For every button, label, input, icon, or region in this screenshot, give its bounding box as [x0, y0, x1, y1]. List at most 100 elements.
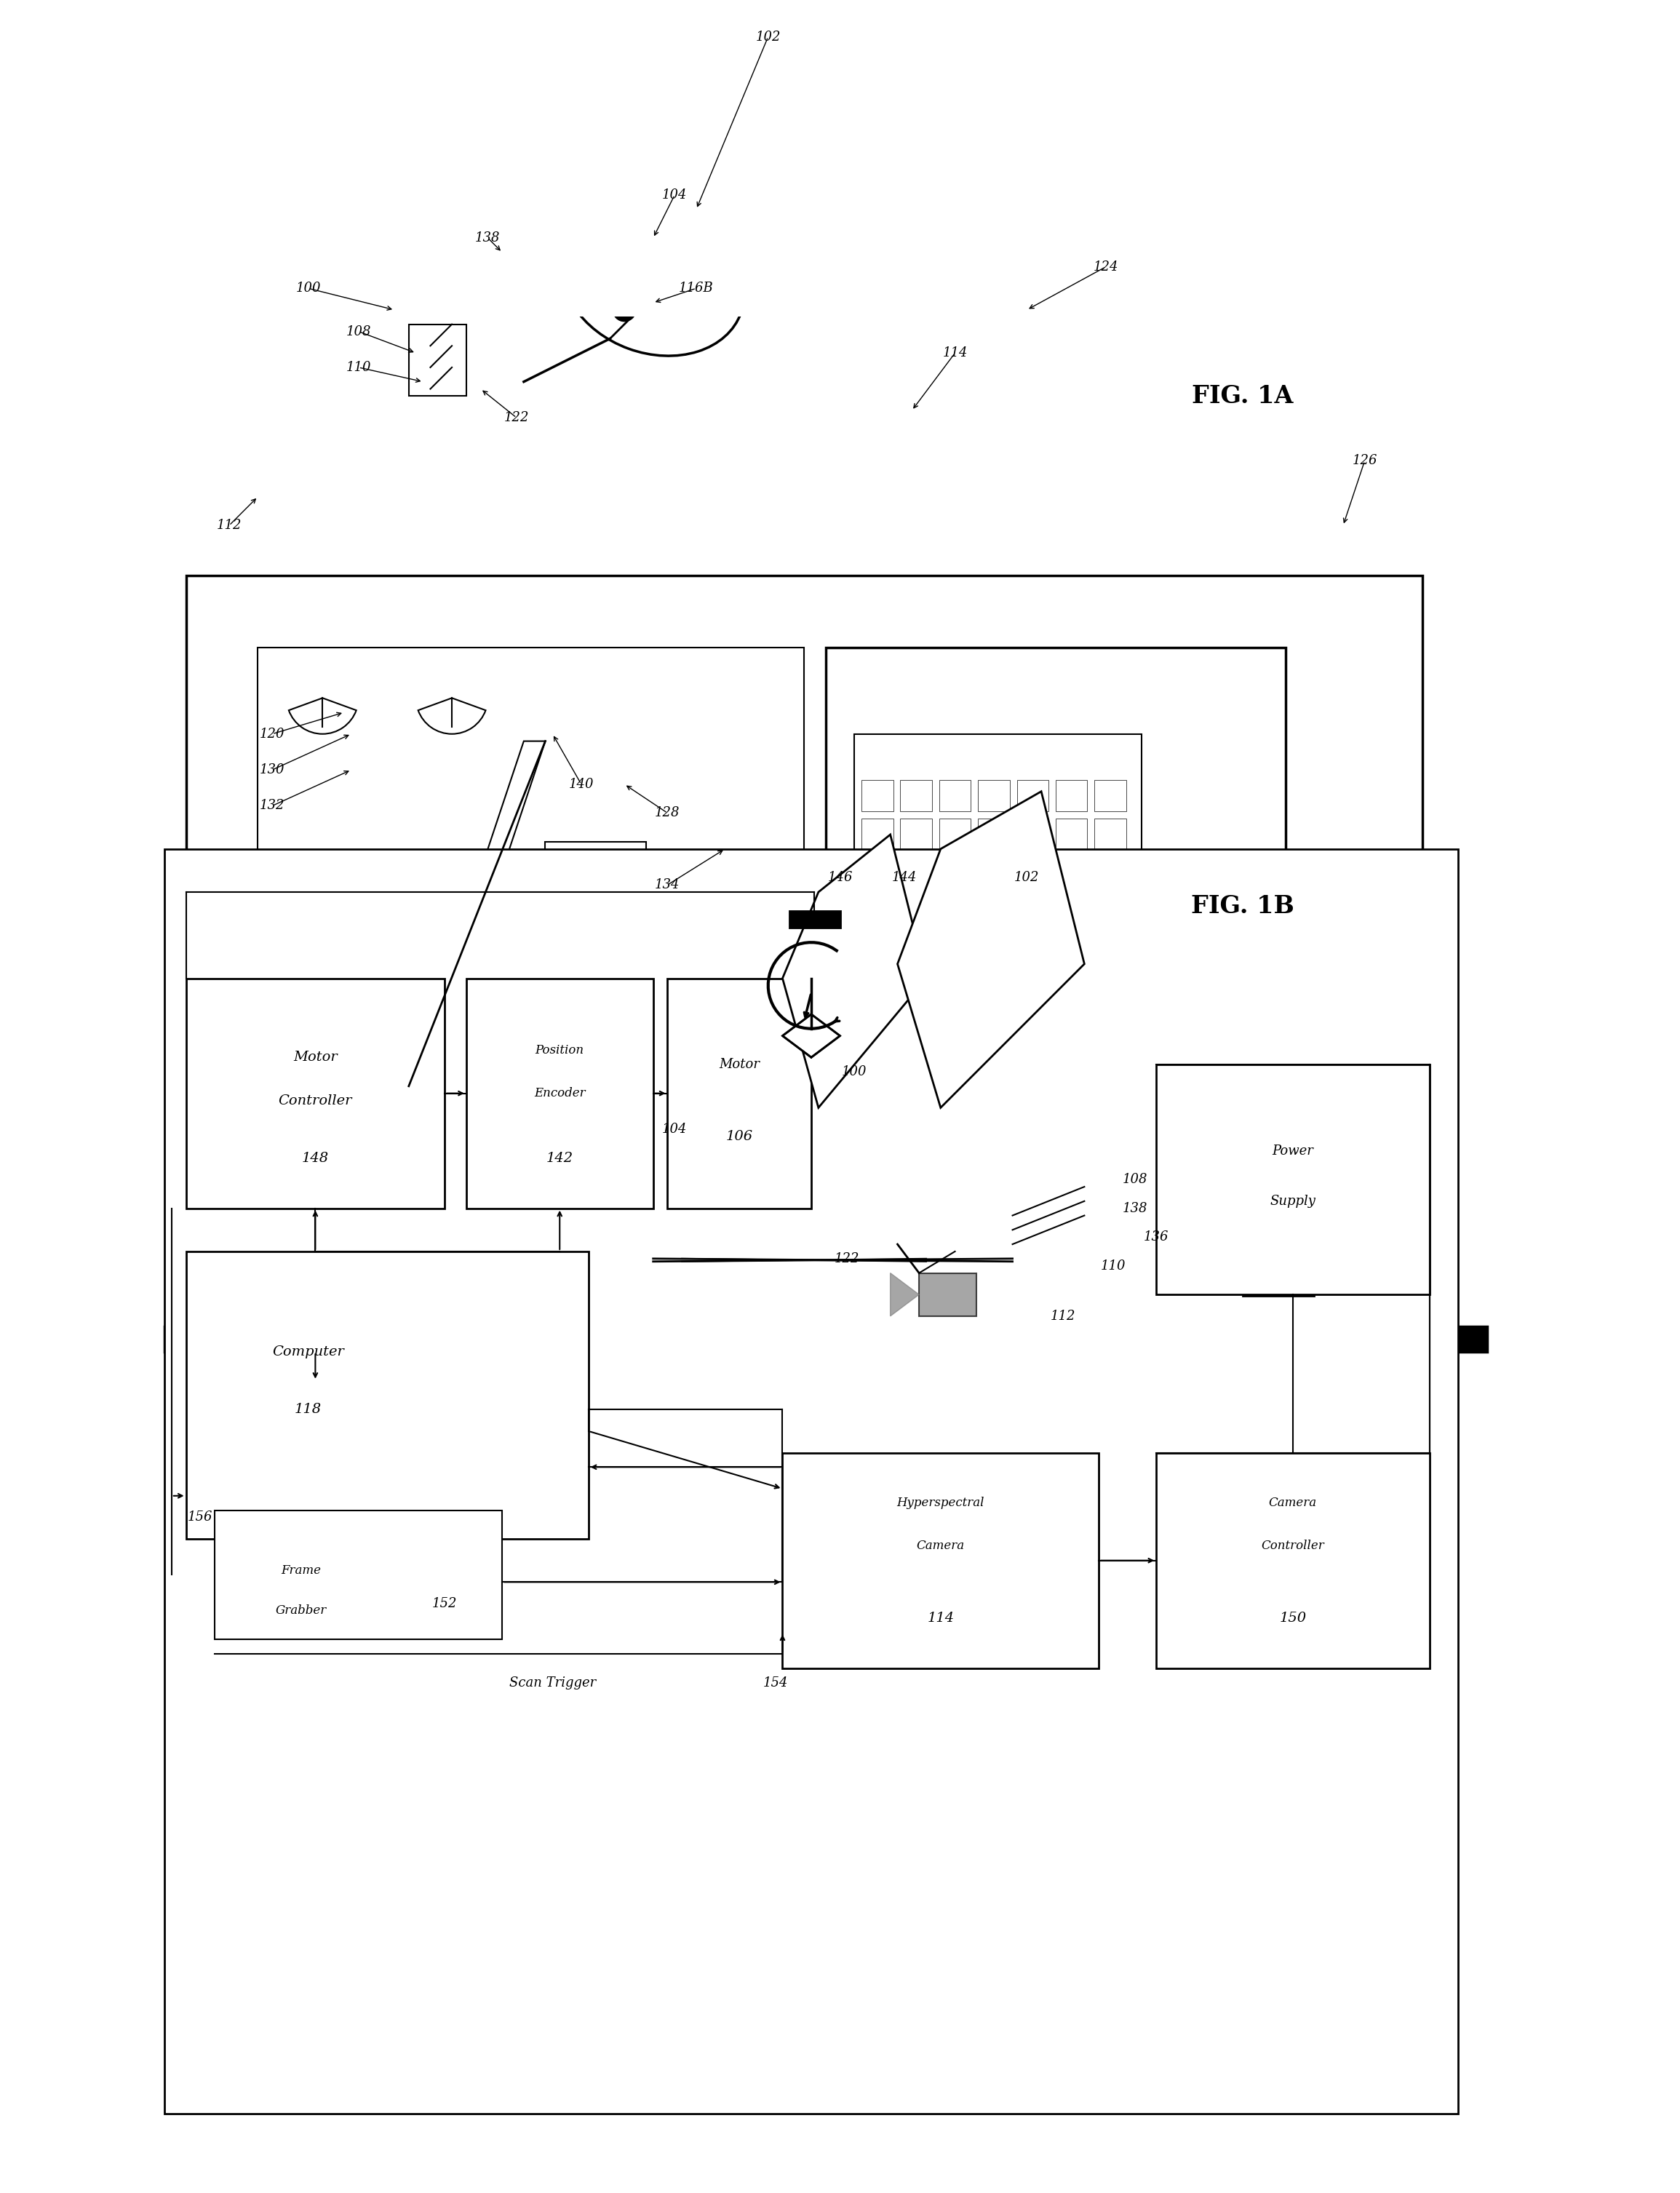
Text: 128: 128 — [655, 807, 680, 820]
Text: 142: 142 — [546, 1151, 573, 1164]
Circle shape — [953, 1307, 986, 1340]
Text: 138: 138 — [475, 232, 501, 246]
Bar — [862, 1053, 894, 1083]
Bar — [408, 325, 467, 397]
Bar — [862, 897, 894, 928]
Polygon shape — [783, 1013, 840, 1057]
Text: 126: 126 — [1352, 454, 1378, 467]
Bar — [186, 1180, 250, 1202]
Bar — [186, 768, 250, 789]
Bar — [186, 643, 250, 664]
Text: 108: 108 — [1122, 1173, 1147, 1186]
FancyBboxPatch shape — [467, 978, 654, 1208]
Bar — [1016, 974, 1048, 1007]
Bar — [978, 934, 1010, 967]
Bar — [1357, 831, 1423, 853]
Text: 152: 152 — [432, 1597, 457, 1610]
FancyBboxPatch shape — [186, 1252, 588, 1539]
Bar — [1357, 643, 1423, 664]
Text: Grabber: Grabber — [276, 1605, 326, 1616]
Bar — [1357, 928, 1423, 947]
Bar — [1055, 1013, 1087, 1044]
Bar — [1094, 897, 1126, 928]
Text: Position: Position — [536, 1044, 585, 1057]
Bar — [978, 1090, 1010, 1123]
Bar — [978, 1053, 1010, 1083]
Bar — [257, 647, 805, 1164]
Text: Motor: Motor — [719, 1057, 759, 1070]
Bar — [186, 673, 250, 695]
Wedge shape — [289, 697, 356, 735]
Bar — [186, 958, 250, 980]
Bar — [790, 910, 840, 928]
Text: 106: 106 — [726, 1129, 753, 1143]
Text: 100: 100 — [296, 281, 321, 294]
Bar — [862, 857, 894, 888]
Bar — [1016, 1053, 1048, 1083]
Bar — [165, 1327, 1487, 1353]
Bar — [186, 800, 250, 822]
Bar — [186, 1053, 250, 1075]
Bar — [186, 864, 250, 886]
Bar — [1094, 818, 1126, 851]
Polygon shape — [783, 836, 926, 1107]
Bar — [978, 897, 1010, 928]
Bar — [1055, 934, 1087, 967]
Polygon shape — [897, 792, 1084, 1107]
Bar — [1094, 1090, 1126, 1123]
Bar — [900, 1090, 932, 1123]
Text: 104: 104 — [662, 1123, 687, 1136]
Circle shape — [981, 1307, 1015, 1340]
Bar — [978, 818, 1010, 851]
Bar — [939, 857, 971, 888]
Text: 112: 112 — [217, 520, 242, 533]
Text: Camera: Camera — [917, 1539, 964, 1553]
Bar — [939, 781, 971, 811]
Text: 114: 114 — [942, 346, 968, 360]
Text: 154: 154 — [763, 1675, 788, 1689]
Bar — [625, 1259, 1055, 1303]
Bar — [1357, 958, 1423, 980]
Bar — [186, 895, 250, 917]
Bar — [1016, 897, 1048, 928]
Text: FIG. 1B: FIG. 1B — [1191, 895, 1294, 919]
Bar — [186, 831, 250, 853]
Bar — [1357, 1086, 1423, 1105]
Bar — [862, 1013, 894, 1044]
Text: 122: 122 — [835, 1252, 860, 1265]
Bar — [165, 849, 1458, 2114]
Bar — [978, 781, 1010, 811]
Bar — [1357, 737, 1423, 759]
Text: 134: 134 — [655, 879, 680, 890]
Bar — [939, 1013, 971, 1044]
Bar — [1055, 1053, 1087, 1083]
Polygon shape — [610, 239, 696, 296]
Bar — [1357, 800, 1423, 822]
Text: 118: 118 — [294, 1404, 321, 1417]
Bar — [186, 989, 250, 1011]
FancyBboxPatch shape — [186, 978, 445, 1208]
Text: Frame: Frame — [281, 1564, 321, 1577]
Text: Hyperspectral: Hyperspectral — [897, 1498, 984, 1509]
Text: 100: 100 — [842, 1066, 867, 1079]
Bar — [186, 1208, 1423, 1230]
Bar — [1094, 934, 1126, 967]
Bar — [978, 1013, 1010, 1044]
Bar — [546, 842, 645, 956]
Bar — [1055, 781, 1087, 811]
Bar — [186, 1116, 250, 1138]
Bar — [1055, 857, 1087, 888]
Bar — [939, 897, 971, 928]
Bar — [900, 934, 932, 967]
Bar — [1016, 934, 1048, 967]
Bar — [978, 974, 1010, 1007]
Text: 136: 136 — [1144, 1230, 1169, 1243]
Polygon shape — [408, 741, 546, 1086]
FancyBboxPatch shape — [1156, 1452, 1430, 1669]
Text: 104: 104 — [662, 189, 687, 202]
Bar — [900, 897, 932, 928]
Bar — [1357, 768, 1423, 789]
Text: Motor: Motor — [294, 1050, 338, 1064]
Bar — [862, 974, 894, 1007]
Text: 116B: 116B — [679, 281, 714, 294]
